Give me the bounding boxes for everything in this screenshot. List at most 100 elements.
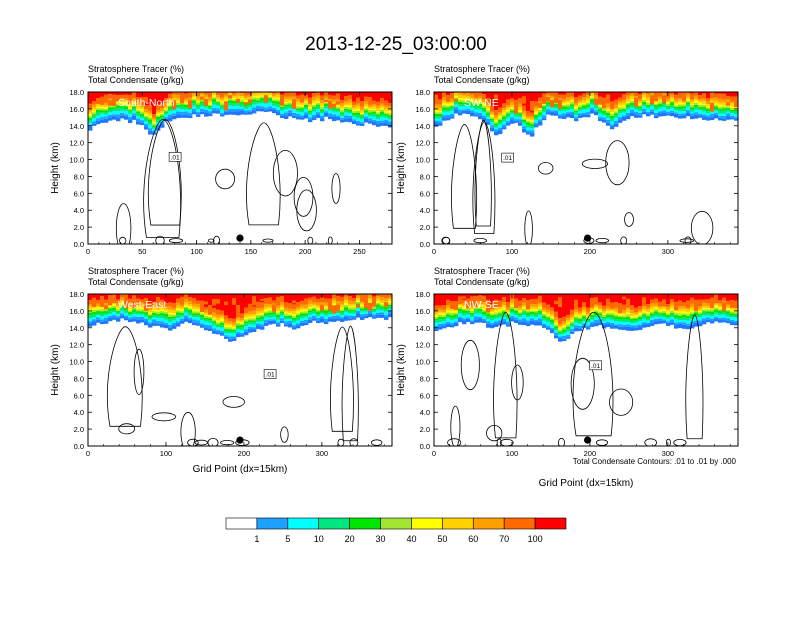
colorbar-label: 30 xyxy=(376,534,386,544)
colorbar-swatch xyxy=(473,518,504,529)
y-tick-label: 6.0 xyxy=(420,391,430,400)
y-tick-label: 16.0 xyxy=(415,105,430,114)
y-tick-label: 14.0 xyxy=(415,324,430,333)
y-tick-label: 2.0 xyxy=(74,425,84,434)
x-tick-label: 0 xyxy=(86,449,90,458)
y-tick-label: 10.0 xyxy=(415,358,430,367)
y-tick-label: 12.0 xyxy=(415,139,430,148)
x-axis-label: Grid Point (dx=15km) xyxy=(193,464,288,475)
y-tick-label: 14.0 xyxy=(69,324,84,333)
colorbar-swatch xyxy=(411,518,442,529)
y-tick-label: 2.0 xyxy=(420,223,430,232)
colorbar-label: 70 xyxy=(499,534,509,544)
colorbar-label: 100 xyxy=(528,534,543,544)
x-tick-label: 300 xyxy=(662,247,675,256)
x-tick-label: 200 xyxy=(238,449,251,458)
colorbar-label: 1 xyxy=(254,534,259,544)
colorbar-swatch xyxy=(535,518,566,529)
figure-title: 2013-12-25_03:00:00 xyxy=(305,34,487,55)
y-tick-label: 14.0 xyxy=(415,122,430,131)
location-marker xyxy=(236,437,243,444)
colorbar-swatch xyxy=(504,518,535,529)
y-tick-label: 0.0 xyxy=(420,240,430,249)
x-tick-label: 100 xyxy=(506,449,519,458)
colorbar-swatch xyxy=(319,518,350,529)
y-tick-label: 16.0 xyxy=(69,105,84,114)
x-tick-label: 250 xyxy=(353,247,366,256)
y-axis-label: Height (km) xyxy=(396,142,407,194)
y-axis-label: Height (km) xyxy=(50,344,61,396)
y-tick-label: 8.0 xyxy=(420,374,430,383)
x-tick-label: 0 xyxy=(432,247,436,256)
y-tick-label: 6.0 xyxy=(74,391,84,400)
y-tick-label: 18.0 xyxy=(415,290,430,299)
colorbar-swatch xyxy=(257,518,288,529)
x-tick-label: 100 xyxy=(160,449,173,458)
y-tick-label: 10.0 xyxy=(415,156,430,165)
colorbar-swatch xyxy=(381,518,412,529)
panel-south-north: .01 South-North Stratosphere Tracer (%)Tot… xyxy=(50,64,392,256)
contour-label: Total Condensate (g/kg) xyxy=(434,277,530,287)
y-tick-label: 18.0 xyxy=(69,88,84,97)
colorbar-swatch xyxy=(442,518,473,529)
colorbar-label: 10 xyxy=(314,534,324,544)
contour-tag: .01 xyxy=(590,361,602,370)
panel-name: West-East xyxy=(118,299,166,311)
y-tick-label: 4.0 xyxy=(74,408,84,417)
colorbar-label: 50 xyxy=(437,534,447,544)
contour-tag: .01 xyxy=(502,153,514,162)
svg-text:.01: .01 xyxy=(266,372,275,379)
x-tick-label: 300 xyxy=(316,449,329,458)
y-axis-label: Height (km) xyxy=(50,142,61,194)
colorbar-swatch xyxy=(226,518,257,529)
contour-label: Total Condensate (g/kg) xyxy=(88,277,184,287)
svg-text:.01: .01 xyxy=(591,363,600,370)
x-tick-label: 0 xyxy=(432,449,436,458)
y-axis-label: Height (km) xyxy=(396,344,407,396)
field-label: Stratosphere Tracer (%) xyxy=(88,64,184,74)
y-tick-label: 8.0 xyxy=(74,374,84,383)
contour-label: Total Condensate (g/kg) xyxy=(88,75,184,85)
x-tick-label: 200 xyxy=(299,247,312,256)
y-tick-label: 10.0 xyxy=(69,358,84,367)
y-tick-label: 10.0 xyxy=(69,156,84,165)
contour-tag: .01 xyxy=(169,152,181,161)
x-tick-label: 100 xyxy=(190,247,203,256)
y-tick-label: 4.0 xyxy=(420,206,430,215)
y-tick-label: 2.0 xyxy=(420,425,430,434)
y-tick-label: 14.0 xyxy=(69,122,84,131)
contour-note: Total Condensate Contours: .01 to .01 by… xyxy=(573,457,737,466)
y-tick-label: 12.0 xyxy=(415,341,430,350)
y-tick-label: 0.0 xyxy=(420,442,430,451)
contour-tag: .01 xyxy=(264,370,276,379)
y-tick-label: 2.0 xyxy=(74,223,84,232)
x-tick-label: 150 xyxy=(245,247,258,256)
panel-name: NW-SE xyxy=(464,299,499,311)
y-tick-label: 16.0 xyxy=(69,307,84,316)
colorbar-swatch xyxy=(288,518,319,529)
x-tick-label: 100 xyxy=(506,247,519,256)
y-tick-label: 16.0 xyxy=(415,307,430,316)
y-tick-label: 0.0 xyxy=(74,442,84,451)
y-tick-label: 4.0 xyxy=(420,408,430,417)
y-tick-label: 8.0 xyxy=(420,172,430,181)
x-tick-label: 0 xyxy=(86,247,90,256)
y-tick-label: 18.0 xyxy=(69,290,84,299)
y-tick-label: 18.0 xyxy=(415,88,430,97)
contour-label: Total Condensate (g/kg) xyxy=(434,75,530,85)
colorbar-label: 20 xyxy=(345,534,355,544)
svg-text:.01: .01 xyxy=(171,154,180,161)
x-axis-label: Grid Point (dx=15km) xyxy=(539,478,634,489)
y-tick-label: 4.0 xyxy=(74,206,84,215)
colorbar-swatch xyxy=(350,518,381,529)
svg-text:.01: .01 xyxy=(503,155,512,162)
colorbar-label: 5 xyxy=(285,534,290,544)
y-tick-label: 12.0 xyxy=(69,139,84,148)
panel-name: South-North xyxy=(118,97,175,109)
